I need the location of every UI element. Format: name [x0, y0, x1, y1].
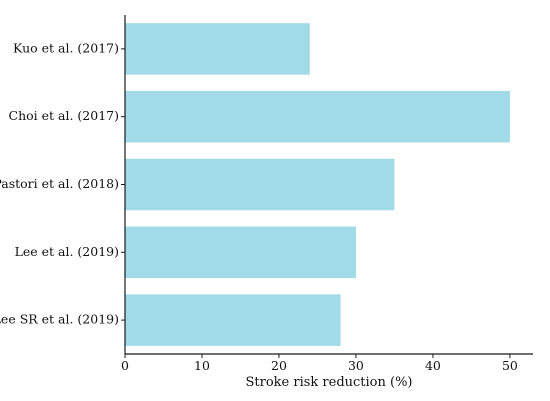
- y-tick-label-1: Choi et al. (2017): [9, 108, 119, 123]
- x-tick-label-3: 30: [348, 358, 364, 373]
- y-tick-label-4: Lee SR et al. (2019): [0, 312, 119, 327]
- y-ticks-group: Kuo et al. (2017) Choi et al. (2017) Pasto…: [0, 40, 125, 327]
- bar-3: [125, 226, 356, 279]
- x-tick-label-4: 40: [425, 358, 441, 373]
- x-tick-label-1: 10: [194, 358, 210, 373]
- x-tick-label-2: 20: [271, 358, 287, 373]
- y-tick-label-2: Pastori et al. (2018): [0, 176, 119, 191]
- bar-4: [125, 294, 341, 346]
- y-tick-label-3: Lee et al. (2019): [15, 244, 119, 259]
- x-ticks-group: 0 10 20 30 40 50: [121, 354, 518, 373]
- x-tick-label-0: 0: [121, 358, 129, 373]
- bar-2: [125, 158, 395, 211]
- bars-group: [125, 23, 510, 346]
- x-tick-label-5: 50: [502, 358, 518, 373]
- bar-1: [125, 90, 510, 143]
- bar-0: [125, 23, 310, 75]
- x-axis-title: Stroke risk reduction (%): [245, 375, 412, 390]
- y-tick-label-0: Kuo et al. (2017): [13, 40, 119, 55]
